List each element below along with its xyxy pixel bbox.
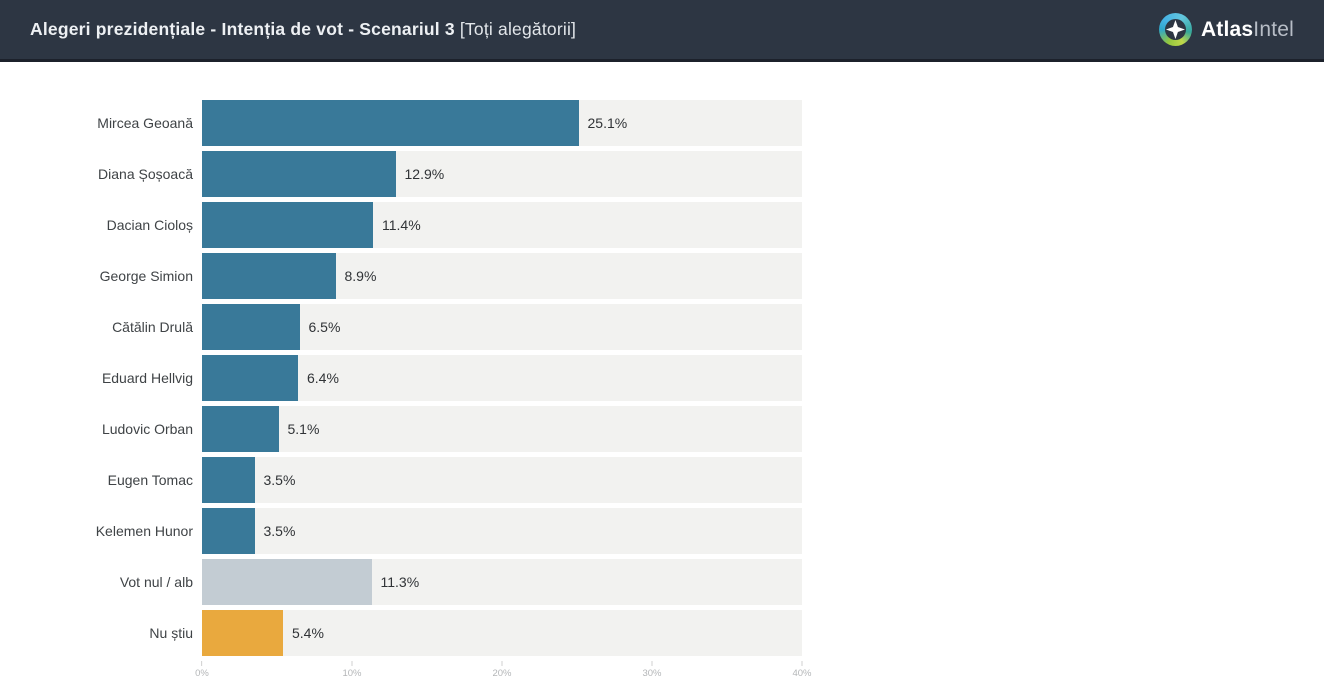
value-label: 11.3% bbox=[380, 574, 420, 590]
value-label: 12.9% bbox=[404, 166, 445, 182]
bar-track: 8.9% bbox=[202, 253, 802, 299]
chart-row: Kelemen Hunor 3.5% bbox=[0, 508, 1324, 554]
candidate-label: Dacian Cioloș bbox=[106, 217, 193, 233]
page-title-main: Alegeri prezidențiale - Intenția de vot … bbox=[30, 19, 455, 39]
bar bbox=[202, 457, 255, 503]
value-label: 3.5% bbox=[263, 472, 296, 488]
value-label: 6.5% bbox=[308, 319, 341, 335]
bar bbox=[202, 508, 255, 554]
chart-row: Eduard Hellvig 6.4% bbox=[0, 355, 1324, 401]
bar-track: 25.1% bbox=[202, 100, 802, 146]
tick-label: 20% bbox=[492, 668, 512, 679]
logo-text-atlas: Atlas bbox=[1200, 17, 1254, 41]
value-label: 8.9% bbox=[344, 268, 377, 284]
atlasintel-logo: AtlasIntel bbox=[1158, 13, 1294, 46]
tick-mark bbox=[201, 661, 203, 666]
bar bbox=[202, 100, 579, 146]
bar bbox=[202, 253, 336, 299]
tick-label: 10% bbox=[342, 668, 362, 679]
bar-track: 11.4% bbox=[202, 202, 802, 248]
x-axis-tick: 10% bbox=[342, 661, 362, 679]
bar-track: 6.4% bbox=[202, 355, 802, 401]
header-bar: Alegeri prezidențiale - Intenția de vot … bbox=[0, 0, 1324, 62]
chart-row: Dacian Cioloș 11.4% bbox=[0, 202, 1324, 248]
value-label: 3.5% bbox=[263, 523, 296, 539]
bar bbox=[202, 406, 279, 452]
bar bbox=[202, 610, 283, 656]
bar bbox=[202, 355, 298, 401]
tick-mark bbox=[501, 661, 503, 666]
tick-label: 40% bbox=[792, 668, 812, 679]
candidate-label: Mircea Geoană bbox=[97, 115, 193, 131]
candidate-label: Kelemen Hunor bbox=[95, 523, 193, 539]
chart-rows: Mircea Geoană 25.1% Diana Șoșoacă 12.9% … bbox=[0, 100, 1324, 656]
bar-track: 3.5% bbox=[202, 457, 802, 503]
chart-row: George Simion 8.9% bbox=[0, 253, 1324, 299]
page-title-bracket: [Toți alegătorii] bbox=[459, 19, 577, 39]
chart-row: Diana Șoșoacă 12.9% bbox=[0, 151, 1324, 197]
value-label: 5.1% bbox=[287, 421, 320, 437]
atlasintel-compass-icon bbox=[1158, 13, 1192, 46]
candidate-label: Nu știu bbox=[149, 625, 193, 641]
candidate-label: Cătălin Drulă bbox=[112, 319, 193, 335]
bar-track: 6.5% bbox=[202, 304, 802, 350]
x-axis: 0% 10% 20% 30% 40% bbox=[195, 661, 812, 687]
bar bbox=[202, 304, 300, 350]
value-label: 11.4% bbox=[382, 217, 421, 233]
chart-row: Ludovic Orban 5.1% bbox=[0, 406, 1324, 452]
candidate-label: Diana Șoșoacă bbox=[98, 166, 193, 182]
bar-chart: Mircea Geoană 25.1% Diana Șoșoacă 12.9% … bbox=[0, 100, 1324, 687]
candidate-label: Vot nul / alb bbox=[119, 574, 193, 590]
bar-track: 3.5% bbox=[202, 508, 802, 554]
x-axis-tick: 40% bbox=[792, 661, 812, 679]
candidate-label: Ludovic Orban bbox=[101, 421, 193, 437]
chart-row: Eugen Tomac 3.5% bbox=[0, 457, 1324, 503]
chart-row: Cătălin Drulă 6.5% bbox=[0, 304, 1324, 350]
bar-track: 12.9% bbox=[202, 151, 802, 197]
bar bbox=[202, 151, 396, 197]
x-axis-tick: 20% bbox=[492, 661, 512, 679]
bar-track: 5.4% bbox=[202, 610, 802, 656]
value-label: 6.4% bbox=[307, 370, 339, 386]
chart-row: Nu știu 5.4% bbox=[0, 610, 1324, 656]
page-title: Alegeri prezidențiale - Intenția de vot … bbox=[30, 19, 576, 40]
value-label: 25.1% bbox=[587, 115, 628, 131]
tick-label: 30% bbox=[642, 668, 662, 679]
candidate-label: George Simion bbox=[99, 268, 193, 284]
tick-label: 0% bbox=[195, 668, 209, 679]
bar-track: 5.1% bbox=[202, 406, 802, 452]
chart-row: Vot nul / alb 11.3% bbox=[0, 559, 1324, 605]
value-label: 5.4% bbox=[292, 625, 324, 641]
bar bbox=[202, 202, 373, 248]
candidate-label: Eduard Hellvig bbox=[101, 370, 193, 386]
x-axis-tick: 30% bbox=[642, 661, 662, 679]
tick-mark bbox=[351, 661, 353, 666]
atlasintel-logo-text: AtlasIntel bbox=[1201, 18, 1294, 42]
bar-track: 11.3% bbox=[202, 559, 802, 605]
bar bbox=[202, 559, 372, 605]
chart-row: Mircea Geoană 25.1% bbox=[0, 100, 1324, 146]
tick-mark bbox=[651, 661, 653, 666]
logo-text-intel: Intel bbox=[1253, 17, 1294, 41]
x-axis-tick: 0% bbox=[195, 661, 209, 679]
candidate-label: Eugen Tomac bbox=[107, 472, 193, 488]
tick-mark bbox=[801, 661, 803, 666]
